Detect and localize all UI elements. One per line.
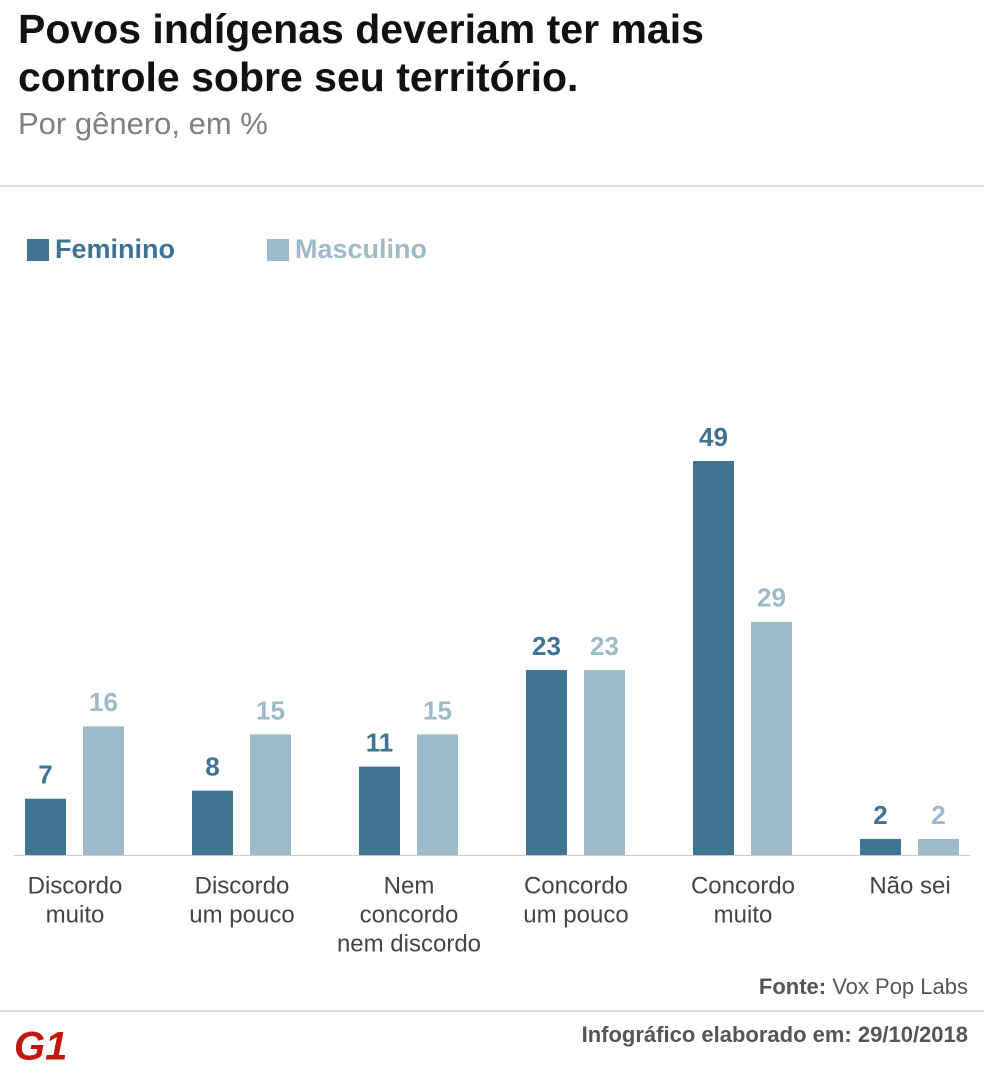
x-tick-label: Concordo (524, 872, 628, 899)
value-label: 29 (757, 583, 786, 613)
bar (860, 838, 901, 855)
x-tick-label: muito (46, 901, 105, 928)
bar (417, 734, 458, 855)
value-label: 15 (256, 695, 285, 725)
credit: Infográfico elaborado em: 29/10/2018 (582, 1022, 968, 1047)
x-tick-label: Concordo (691, 872, 795, 899)
value-label: 2 (873, 800, 887, 830)
x-tick-label: Discordo (195, 872, 290, 899)
value-label: 23 (532, 631, 561, 661)
value-label: 15 (423, 695, 452, 725)
bar (359, 766, 400, 855)
credit-date: 29/10/2018 (858, 1022, 968, 1047)
legend-label: Masculino (295, 234, 427, 264)
legend-swatch (27, 239, 49, 261)
value-label: 23 (590, 631, 619, 661)
x-tick-label: um pouco (523, 901, 628, 928)
value-label: 49 (699, 422, 728, 452)
source-name: Vox Pop Labs (832, 974, 968, 999)
value-label: 2 (931, 800, 945, 830)
x-tick-label: Discordo (28, 872, 123, 899)
value-label: 16 (89, 687, 118, 717)
legend-label: Feminino (55, 234, 175, 264)
bar (25, 798, 66, 855)
bar (751, 621, 792, 855)
source: Fonte: Vox Pop Labs (759, 974, 968, 999)
source-label: Fonte: (759, 974, 826, 999)
bar (250, 734, 291, 855)
value-label: 7 (38, 760, 52, 790)
bar (192, 790, 233, 855)
chart-subtitle: Por gênero, em % (18, 106, 268, 141)
x-tick-label: Não sei (869, 872, 950, 899)
x-tick-label: nem discordo (337, 930, 481, 957)
bar (83, 726, 124, 855)
credit-label: Infográfico elaborado em: (582, 1022, 852, 1047)
x-tick-label: muito (714, 901, 773, 928)
value-label: 11 (366, 727, 394, 757)
x-tick-label: um pouco (189, 901, 294, 928)
legend-swatch (267, 239, 289, 261)
bar (693, 461, 734, 855)
chart-title: controle sobre seu território. (18, 54, 578, 100)
logo: G1 (14, 1025, 67, 1069)
x-tick-label: concordo (360, 901, 459, 928)
bar (526, 670, 567, 855)
x-tick-label: Nem (384, 872, 435, 899)
bar (918, 838, 959, 855)
value-label: 8 (205, 752, 219, 782)
chart-title: Povos indígenas deveriam ter mais (18, 6, 704, 52)
bar (584, 670, 625, 855)
